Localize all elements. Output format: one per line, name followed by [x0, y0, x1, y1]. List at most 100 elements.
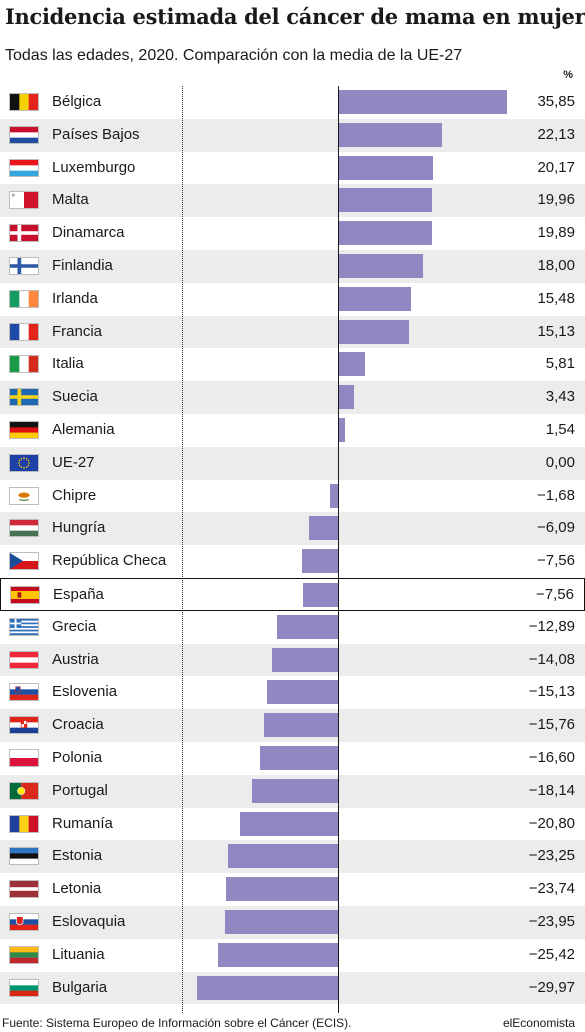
category-label: Bulgaria	[52, 978, 108, 996]
bar	[338, 418, 346, 442]
category-label: Alemania	[52, 421, 115, 438]
category-label: Polonia	[52, 749, 103, 766]
table-row: Grecia −12,89	[0, 611, 585, 644]
category-label: Hungría	[52, 519, 106, 537]
hungary-flag-icon	[9, 519, 39, 538]
bar	[338, 286, 411, 311]
table-row: Austria −14,08	[0, 643, 585, 677]
category-label: Eslovaquia	[52, 913, 126, 930]
data-label: −18,14	[528, 781, 575, 799]
data-label: 35,85	[537, 93, 575, 110]
data-label: 19,89	[537, 224, 575, 242]
data-label: 19,96	[537, 191, 575, 209]
bar	[225, 910, 338, 934]
table-row: Hungría −6,09	[0, 512, 585, 546]
data-label: −1,68	[537, 486, 575, 504]
table-row: Croacia −15,76	[0, 709, 585, 742]
bar	[196, 975, 338, 1000]
data-label: −7,56	[536, 586, 574, 603]
bar	[271, 647, 338, 672]
reference-line	[182, 86, 183, 1013]
data-label: −15,76	[528, 716, 575, 734]
bar	[266, 680, 338, 705]
table-row: Bulgaria −29,97	[0, 971, 585, 1005]
bar	[263, 713, 338, 738]
bulgaria-flag-icon	[9, 978, 39, 997]
brand-logo: elEconomista	[502, 1016, 575, 1030]
france-flag-icon	[9, 322, 39, 341]
bar	[226, 877, 338, 902]
table-row: Países Bajos 22,13	[0, 118, 585, 152]
italy-flag-icon	[9, 355, 39, 374]
table-row: Dinamarca 19,89	[0, 217, 585, 250]
data-label: 15,48	[537, 289, 575, 307]
table-row: Luxemburgo 20,17	[0, 152, 585, 185]
category-label: Eslovenia	[52, 683, 118, 701]
bar	[338, 90, 507, 114]
table-row: Eslovaquia −23,95	[0, 906, 585, 939]
table-row: República Checa −7,56	[0, 545, 585, 578]
category-label: Suecia	[52, 388, 98, 406]
data-label: −23,25	[528, 847, 575, 865]
luxembourg-flag-icon	[9, 158, 39, 177]
sweden-flag-icon	[9, 388, 39, 407]
category-label: Países Bajos	[52, 125, 140, 143]
table-row: Rumanía −20,80	[0, 808, 585, 841]
netherlands-flag-icon	[9, 125, 39, 144]
category-label: Croacia	[52, 716, 104, 734]
austria-flag-icon	[9, 650, 39, 669]
category-label: Lituania	[52, 945, 105, 963]
category-label: Malta	[52, 191, 89, 209]
bar	[338, 155, 434, 180]
table-row: Portugal −18,14	[0, 774, 585, 808]
bar-chart: Bélgica 35,85 Países Bajos 22,13 Luxemburgo 2…	[0, 86, 585, 1013]
data-label: −16,60	[528, 749, 575, 766]
category-label: Portugal	[52, 781, 108, 799]
romania-flag-icon	[9, 814, 39, 833]
table-row: Irlanda 15,48	[0, 283, 585, 316]
ireland-flag-icon	[9, 289, 39, 308]
bar	[218, 942, 338, 967]
category-label: Francia	[52, 322, 103, 340]
data-label: 0,00	[545, 453, 575, 471]
category-label: Chipre	[52, 486, 97, 504]
bar	[228, 844, 338, 869]
data-label: −23,95	[528, 913, 575, 930]
slovakia-flag-icon	[9, 913, 39, 931]
source-note: Fuente: Sistema Europeo de Información s…	[2, 1016, 352, 1030]
greece-flag-icon	[9, 617, 39, 636]
data-label: −15,13	[528, 683, 575, 701]
data-label: −29,97	[528, 978, 575, 996]
data-label: 3,43	[545, 388, 575, 406]
data-label: 1,54	[545, 421, 575, 438]
unit-label: %	[563, 69, 573, 81]
cyprus-flag-icon	[9, 486, 39, 505]
table-row: Letonia −23,74	[0, 873, 585, 906]
table-row: UE-27 0,00	[0, 446, 585, 480]
table-row: Finlandia 18,00	[0, 250, 585, 283]
category-label: Rumanía	[52, 814, 113, 832]
table-row: Alemania 1,54	[0, 414, 585, 447]
table-row: España −7,56	[0, 578, 585, 611]
table-row: Malta 19,96	[0, 184, 585, 218]
table-row: Chipre −1,68	[0, 480, 585, 513]
bar	[338, 385, 355, 410]
category-label: Finlandia	[52, 257, 113, 274]
data-label: −12,89	[528, 617, 575, 635]
category-label: Dinamarca	[52, 224, 125, 242]
data-label: −23,74	[528, 880, 575, 898]
table-row: Bélgica 35,85	[0, 86, 585, 119]
bar	[303, 583, 339, 607]
data-label: −14,08	[528, 650, 575, 668]
data-label: 15,13	[537, 322, 575, 340]
category-label: Irlanda	[52, 289, 98, 307]
malta-flag-icon	[9, 191, 39, 210]
category-label: UE-27	[52, 453, 95, 471]
finland-flag-icon	[9, 257, 39, 275]
table-row: Estonia −23,25	[0, 840, 585, 874]
data-label: 20,17	[537, 158, 575, 176]
table-row: Francia 15,13	[0, 315, 585, 349]
bar	[309, 516, 338, 541]
bar	[302, 549, 338, 574]
bar	[338, 352, 366, 377]
